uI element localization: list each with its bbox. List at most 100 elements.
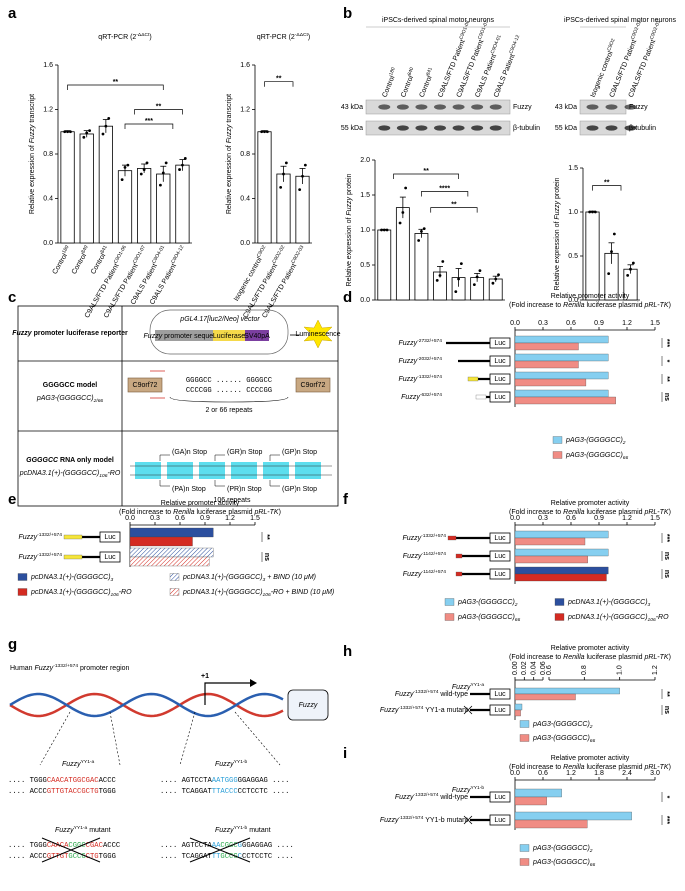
y-tick-label: 0.4 <box>43 195 53 202</box>
x-tick-label-part: 840 <box>80 244 89 254</box>
sequence-part: .... AGTCCTA <box>160 777 212 785</box>
significance-bracket <box>592 185 622 191</box>
luc-box <box>489 391 511 403</box>
data-point <box>279 185 283 189</box>
x-tick-label: 0.9 <box>200 515 210 522</box>
tss-label: +1 <box>201 673 209 680</box>
sequence-part: G <box>238 842 242 850</box>
tss-arrowhead <box>250 679 257 687</box>
frame-label: (GP)n Stop <box>282 449 317 456</box>
sequence-part: GGAGGAG .... <box>242 842 294 850</box>
sequence: .... TCAGGATTTACCCCCTCCTC .... <box>160 788 289 796</box>
data-point <box>63 130 67 134</box>
legend-label-part: -RO <box>119 589 132 596</box>
x-tick-label-part: C9O2-02 <box>271 244 286 264</box>
legend-label-part: 66 <box>623 455 629 461</box>
sequence-part: GCCG <box>220 853 237 861</box>
bar <box>129 527 214 538</box>
y-tick-label: 1.2 <box>43 106 53 113</box>
chart-subtitle-part: Renilla <box>563 654 585 661</box>
significance-label: ns <box>663 552 670 560</box>
chart-subtitle-part: Renilla <box>563 764 585 771</box>
sequence-part: GTTGTACCGCTG <box>47 788 99 796</box>
bar <box>414 233 429 301</box>
panel-letter: b <box>343 5 352 22</box>
row-label-part: -1332/+574 <box>414 792 439 798</box>
data-point <box>282 172 285 176</box>
sequence-part: .... TGGG <box>8 777 47 785</box>
bar <box>514 788 562 798</box>
luc-label: Luc <box>494 394 506 401</box>
legend-swatch <box>444 613 455 621</box>
data-point <box>497 273 500 277</box>
sequence-part: CTG <box>86 853 99 861</box>
y-tick-label: 1.2 <box>240 106 250 113</box>
luc-box <box>489 337 511 349</box>
band-label: Fuzzy <box>629 104 648 111</box>
data-point <box>588 210 592 214</box>
legend-label-part: 3 <box>263 577 266 583</box>
y-tick-label: 0.0 <box>43 240 53 247</box>
site-label-part: Fuzzy <box>452 787 471 794</box>
legend-label-part: 66 <box>590 862 596 868</box>
y-tick-label: 0.5 <box>568 253 578 260</box>
legend-label: pAG3-(GGGGCC)2 <box>457 599 518 608</box>
chart-subtitle: (Fold increase to Renilla luciferase pla… <box>509 764 671 771</box>
x-tick-label-part: C9ALS/FTD Patient <box>261 263 298 320</box>
bar <box>514 389 609 398</box>
x-tick-label: 0.00 <box>512 661 519 675</box>
gene-box <box>295 377 331 393</box>
diagram-box <box>17 305 339 507</box>
sequence-part: .... AGTCCTA <box>160 842 212 850</box>
bar <box>514 371 609 380</box>
bar <box>129 547 214 558</box>
y-axis-label: Relative expression of Fuzzy protein <box>554 177 561 290</box>
data-point <box>417 239 421 242</box>
site-label-part: YY1-a <box>471 682 485 688</box>
data-point <box>478 269 482 272</box>
bar <box>514 709 521 717</box>
row-title-part: RNA only model <box>58 457 114 464</box>
lane-label-part: Control <box>400 74 415 98</box>
panel-letter: i <box>343 745 347 762</box>
luc-label: Luc <box>494 707 506 714</box>
bar <box>514 378 587 387</box>
legend-label-part: 3 <box>648 602 651 608</box>
significance-bracket <box>421 191 469 197</box>
chart-title: Relative promoter activity <box>551 500 630 507</box>
chart-title-part: ) <box>308 34 310 41</box>
bar <box>514 537 586 546</box>
promoter-segment <box>447 535 457 541</box>
legend-label-part: 106 <box>648 617 656 623</box>
lane-label: C9ALS/FTD PatientC9O1-06 <box>435 19 474 98</box>
sequence-part: TT <box>212 853 221 861</box>
x-tick-label-part: C9O1-06 <box>113 244 128 264</box>
legend-label-part: pAG3-(GGGGCC) <box>565 437 623 444</box>
bar <box>257 131 272 244</box>
promoter-segment <box>455 571 463 577</box>
chart-subtitle-part: ) <box>669 509 671 516</box>
legend-label: pAG3-(GGGGCC)66 <box>565 452 629 461</box>
legend-label-part: -RO + BIND (10 μM) <box>271 589 335 596</box>
bar <box>514 353 609 362</box>
blot-band <box>415 125 428 131</box>
blot-band <box>624 125 637 131</box>
diagram-title: Human Fuzzy-1332/+574 promoter region <box>10 663 130 672</box>
repeat-seq: CCCCGG ...... CCCCGG <box>186 387 272 395</box>
dna-strand <box>9 692 284 718</box>
sequence-part: CCTCCTC .... <box>238 788 290 796</box>
significance-label: ns <box>663 706 670 714</box>
data-point <box>472 283 476 286</box>
legend-label-part: 2 <box>622 440 626 446</box>
data-point <box>491 281 495 285</box>
panel-letter: a <box>8 5 17 22</box>
chart-subtitle-part: luciferase plasmid <box>585 302 645 309</box>
panel-letter: d <box>343 289 352 306</box>
data-point <box>420 230 423 233</box>
x-tick-label: 3.0 <box>650 770 660 777</box>
row-label-part: -1332/+574 <box>398 815 423 821</box>
repeat-seq: GGGGCC ...... GGGGCC <box>186 377 273 385</box>
legend-swatch <box>519 844 530 852</box>
x-tick-label: 0.3 <box>150 515 160 522</box>
sequence: .... TCAGGATTTGCCGCCCTCCTC .... <box>160 853 294 861</box>
